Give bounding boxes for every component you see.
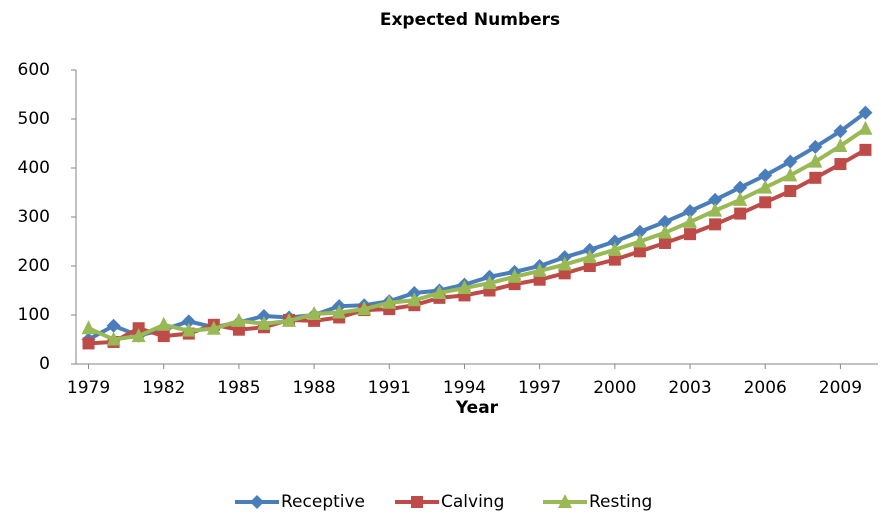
marker xyxy=(181,322,196,337)
marker xyxy=(833,137,848,152)
marker xyxy=(256,315,271,330)
marker xyxy=(808,139,823,154)
marker xyxy=(758,168,773,183)
marker xyxy=(684,228,697,241)
marker xyxy=(607,241,622,256)
legend-marker xyxy=(250,495,264,509)
marker xyxy=(282,312,297,327)
marker xyxy=(582,249,597,264)
y-tick-label: 600 xyxy=(18,60,50,80)
marker xyxy=(859,143,872,156)
x-tick-label: 1985 xyxy=(217,378,260,398)
y-tick-label: 200 xyxy=(18,256,50,276)
x-tick-label: 1994 xyxy=(443,378,486,398)
marker xyxy=(131,328,146,343)
marker xyxy=(809,171,822,184)
x-tick-label: 1988 xyxy=(292,378,335,398)
marker xyxy=(683,213,698,228)
marker xyxy=(206,320,221,335)
y-tick-label: 0 xyxy=(39,354,50,374)
y-tick-label: 300 xyxy=(18,207,50,227)
marker xyxy=(783,154,798,169)
marker xyxy=(833,124,848,139)
marker xyxy=(407,292,422,307)
marker xyxy=(157,330,170,343)
marker xyxy=(457,280,472,295)
marker xyxy=(834,158,847,171)
series-line xyxy=(87,127,867,342)
marker xyxy=(332,304,347,319)
marker xyxy=(432,284,447,299)
x-axis-title: Year xyxy=(455,398,499,418)
x-tick-label: 2003 xyxy=(668,378,711,398)
marker xyxy=(709,218,722,231)
marker xyxy=(657,224,672,239)
marker xyxy=(357,301,372,316)
x-tick-label: 2000 xyxy=(593,378,636,398)
marker xyxy=(307,306,322,321)
legend-label: Receptive xyxy=(281,492,365,512)
marker xyxy=(658,236,671,249)
x-tick-label: 1997 xyxy=(518,378,561,398)
marker xyxy=(106,318,121,333)
x-tick-label: 2006 xyxy=(744,378,787,398)
marker xyxy=(708,202,723,217)
x-tick-label: 1991 xyxy=(368,378,411,398)
x-tick-label: 1979 xyxy=(67,378,110,398)
marker xyxy=(181,314,196,329)
marker xyxy=(808,153,823,168)
marker xyxy=(784,185,797,198)
x-tick-label: 1982 xyxy=(142,378,185,398)
marker xyxy=(733,191,748,206)
marker xyxy=(733,180,748,195)
marker xyxy=(734,207,747,220)
marker xyxy=(608,253,621,266)
chart-title: Expected Numbers xyxy=(380,10,560,30)
marker xyxy=(482,275,497,290)
marker xyxy=(382,294,397,309)
y-tick-label: 400 xyxy=(18,158,50,178)
legend-label: Resting xyxy=(589,492,652,512)
marker xyxy=(82,337,95,350)
marker xyxy=(858,120,873,135)
series-line xyxy=(88,148,867,346)
marker xyxy=(657,214,672,229)
marker xyxy=(632,233,647,248)
marker xyxy=(532,262,547,277)
marker xyxy=(231,312,246,327)
marker xyxy=(783,167,798,182)
legend-marker xyxy=(558,494,572,508)
marker xyxy=(759,196,772,209)
marker xyxy=(607,234,622,249)
legend-label: Calving xyxy=(441,492,504,512)
x-tick-label: 2009 xyxy=(819,378,862,398)
marker xyxy=(81,320,96,335)
marker xyxy=(632,224,647,239)
marker xyxy=(557,256,572,271)
marker xyxy=(507,268,522,283)
marker xyxy=(858,105,873,120)
y-tick-label: 500 xyxy=(18,109,50,129)
marker xyxy=(106,331,121,346)
series-line xyxy=(87,111,867,342)
marker xyxy=(758,179,773,194)
marker xyxy=(683,204,698,219)
y-tick-label: 100 xyxy=(18,305,50,325)
marker xyxy=(633,245,646,258)
marker xyxy=(708,192,723,207)
marker xyxy=(156,316,171,331)
legend-marker xyxy=(411,496,423,508)
